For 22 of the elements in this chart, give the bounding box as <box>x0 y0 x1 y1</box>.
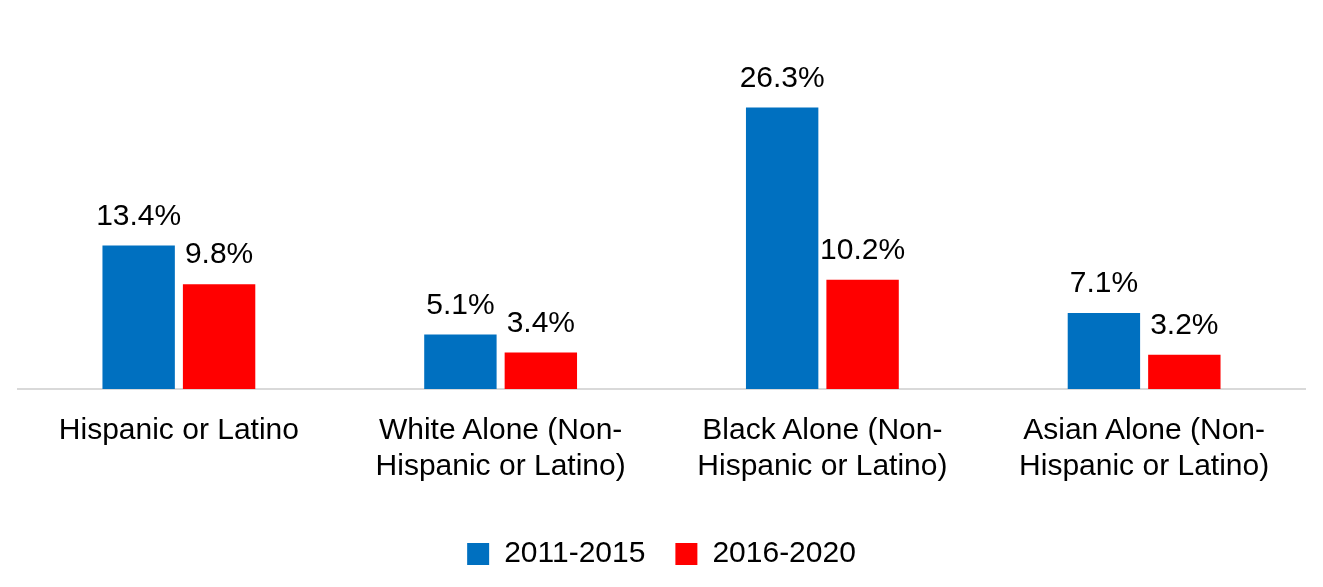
data-label: 9.8% <box>184 236 254 270</box>
data-label: 26.3% <box>739 59 825 93</box>
legend-label: 2016-2020 <box>712 535 856 569</box>
x-tick-label: Asian Alone (Non-Hispanic or Latino) <box>1019 412 1270 482</box>
bar <box>424 334 497 389</box>
x-tick-label: Black Alone (Non-Hispanic or Latino) <box>697 412 948 482</box>
x-tick-label: White Alone (Non-Hispanic or Latino) <box>375 412 626 482</box>
data-label: 7.1% <box>1069 265 1139 299</box>
data-label: 5.1% <box>426 286 495 320</box>
bar <box>182 284 256 389</box>
bar <box>745 107 819 389</box>
data-label: 3.4% <box>506 304 576 338</box>
data-label: 13.4% <box>96 197 182 231</box>
bar <box>1148 354 1221 389</box>
bar <box>504 352 578 389</box>
data-label: 10.2% <box>820 232 906 266</box>
data-label: 3.2% <box>1150 307 1219 341</box>
bar <box>826 279 899 389</box>
x-tick-label: Hispanic or Latino <box>58 412 299 446</box>
bar <box>1067 313 1141 389</box>
bar <box>102 245 175 389</box>
legend-label: 2011-2015 <box>504 535 646 569</box>
